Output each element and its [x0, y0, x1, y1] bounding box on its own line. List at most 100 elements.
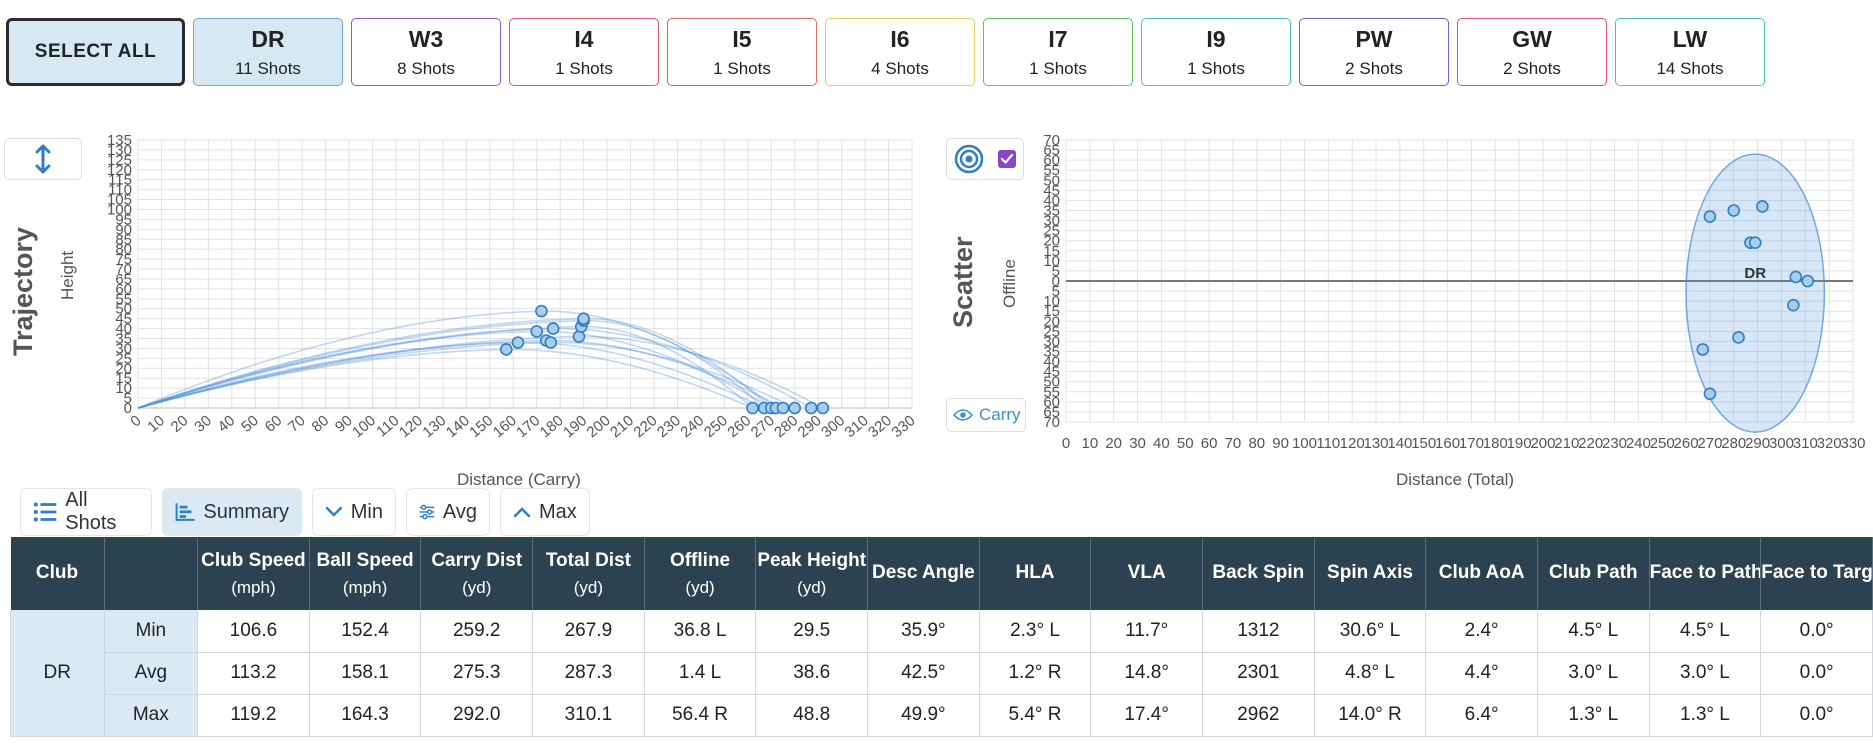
club-shot-count: 4 Shots — [871, 59, 929, 78]
x-tick-label: 0 — [1062, 435, 1070, 452]
apex-point[interactable] — [499, 343, 513, 356]
y-tick-label: 70 — [1043, 132, 1060, 149]
club-shot-count: 1 Shots — [1029, 59, 1087, 78]
column-header-club-aoa[interactable]: Club AoA — [1425, 537, 1538, 610]
club-button-gw[interactable]: GW 2 Shots — [1457, 18, 1607, 86]
x-tick-label: 320 — [1817, 435, 1842, 452]
apex-point[interactable] — [511, 336, 525, 349]
apex-point[interactable] — [530, 325, 544, 338]
column-header-ball-speed[interactable]: Ball Speed (mph) — [309, 537, 422, 610]
table-cell: 158.1 — [309, 652, 422, 695]
club-name: I4 — [574, 26, 594, 52]
shot-point[interactable] — [1696, 343, 1710, 356]
apex-point[interactable] — [544, 336, 558, 349]
dispersion-checkbox[interactable] — [997, 149, 1017, 169]
landing-point[interactable] — [804, 401, 818, 415]
column-header-club[interactable]: Club — [10, 537, 105, 610]
x-tick-label: 330 — [1840, 435, 1865, 452]
tab-max[interactable]: Max — [500, 488, 590, 536]
column-header-offline[interactable]: Offline (yd) — [644, 537, 757, 610]
tab-avg[interactable]: Avg — [406, 488, 490, 536]
shot-point[interactable] — [1756, 200, 1769, 213]
y-tick-label: 15 — [115, 370, 132, 387]
column-header-club-speed[interactable]: Club Speed (mph) — [197, 537, 310, 610]
column-header-total-dist[interactable]: Total Dist (yd) — [532, 537, 645, 610]
column-header-peak-height[interactable]: Peak Height (yd) — [755, 537, 869, 610]
select-all-button[interactable]: SELECT ALL — [6, 18, 185, 86]
y-tick-label: 40 — [115, 321, 132, 338]
club-button-i6[interactable]: I6 4 Shots — [825, 18, 975, 86]
club-button-i9[interactable]: I9 1 Shots — [1141, 18, 1291, 86]
apex-point[interactable] — [577, 312, 590, 325]
x-tick-label: 330 — [888, 412, 918, 441]
club-button-w3[interactable]: W3 8 Shots — [351, 18, 501, 86]
column-header-carry-dist[interactable]: Carry Dist (yd) — [420, 537, 534, 610]
trajectory-line — [137, 341, 796, 409]
apex-point[interactable] — [546, 322, 560, 335]
club-button-i4[interactable]: I4 1 Shots — [509, 18, 659, 86]
column-header-back-spin[interactable]: Back Spin — [1202, 537, 1315, 610]
y-tick-label: 55 — [1043, 384, 1060, 401]
shot-point[interactable] — [1801, 274, 1814, 288]
club-button-pw[interactable]: PW 2 Shots — [1299, 18, 1449, 86]
y-tick-label: 25 — [1043, 323, 1060, 340]
column-header-unit: (mph) — [342, 578, 388, 597]
table-cell: 4.4° — [1425, 652, 1538, 695]
club-button-lw[interactable]: LW 14 Shots — [1615, 18, 1765, 86]
landing-point[interactable] — [788, 401, 802, 415]
y-tick-label: 65 — [1043, 404, 1060, 421]
club-cell: DR — [10, 610, 105, 737]
y-tick-label: 95 — [115, 211, 132, 228]
column-header-label: Back Spin — [1212, 562, 1305, 584]
trajectory-view-toggle-button[interactable] — [4, 138, 82, 180]
club-button-i7[interactable]: I7 1 Shots — [983, 18, 1133, 86]
column-header-desc-angle[interactable]: Desc Angle — [867, 537, 980, 610]
column-header-face-to-path[interactable]: Face to Path — [1649, 537, 1762, 610]
shot-point[interactable] — [1789, 270, 1803, 284]
y-tick-label: 40 — [1043, 354, 1060, 371]
x-tick-label: 160 — [1435, 435, 1460, 452]
tab-summary[interactable]: Summary — [162, 488, 302, 536]
carry-toggle-button[interactable]: Carry — [946, 398, 1026, 432]
landing-point[interactable] — [746, 401, 759, 415]
shot-point[interactable] — [1748, 236, 1762, 250]
y-tick-label: 70 — [115, 261, 132, 278]
table-cell: 292.0 — [420, 694, 534, 737]
column-header-stat[interactable] — [104, 537, 199, 610]
shot-point[interactable] — [1703, 387, 1717, 401]
club-button-i5[interactable]: I5 1 Shots — [667, 18, 817, 86]
column-header-spin-axis[interactable]: Spin Axis — [1314, 537, 1427, 610]
x-tick-label: 240 — [1626, 435, 1651, 452]
column-header-unit: (yd) — [685, 578, 715, 597]
table-cell: 4.5° L — [1537, 610, 1650, 653]
tab-summary-label: Summary — [203, 500, 289, 523]
landing-point[interactable] — [776, 401, 790, 415]
shot-point[interactable] — [1727, 204, 1741, 217]
shot-point[interactable] — [1703, 210, 1717, 223]
apex-point[interactable] — [535, 304, 548, 318]
column-header-hla[interactable]: HLA — [979, 537, 1092, 610]
x-tick-label: 60 — [1201, 435, 1218, 452]
table-row: Max 119.2 164.3 292.0 310.1 56.4 R 48.8 49.9° 5.… — [11, 694, 1873, 737]
table-cell: 14.8° — [1090, 652, 1203, 695]
column-header-vla[interactable]: VLA — [1090, 537, 1203, 610]
column-header-club-path[interactable]: Club Path — [1537, 537, 1650, 610]
column-header-face-to-target[interactable]: Face to Target — [1760, 537, 1873, 610]
table-cell: 30.6° L — [1314, 610, 1427, 653]
scatter-title: Scatter — [948, 236, 978, 328]
tab-all-shots[interactable]: All Shots — [20, 488, 152, 536]
tab-min[interactable]: Min — [312, 488, 396, 536]
x-tick-label: 40 — [215, 412, 239, 436]
target-icon[interactable] — [954, 144, 984, 174]
y-tick-label: 90 — [115, 221, 132, 238]
x-tick-label: 80 — [1248, 435, 1265, 452]
y-tick-label: 0 — [1052, 273, 1060, 290]
club-shot-count: 1 Shots — [713, 59, 771, 78]
club-button-dr[interactable]: DR 11 Shots — [193, 18, 343, 86]
column-header-label: Desc Angle — [871, 562, 975, 584]
y-tick-label: 120 — [107, 162, 132, 179]
shot-point[interactable] — [1732, 331, 1745, 344]
tab-min-label: Min — [350, 500, 383, 523]
shot-point[interactable] — [1787, 298, 1800, 312]
landing-point[interactable] — [816, 401, 830, 415]
